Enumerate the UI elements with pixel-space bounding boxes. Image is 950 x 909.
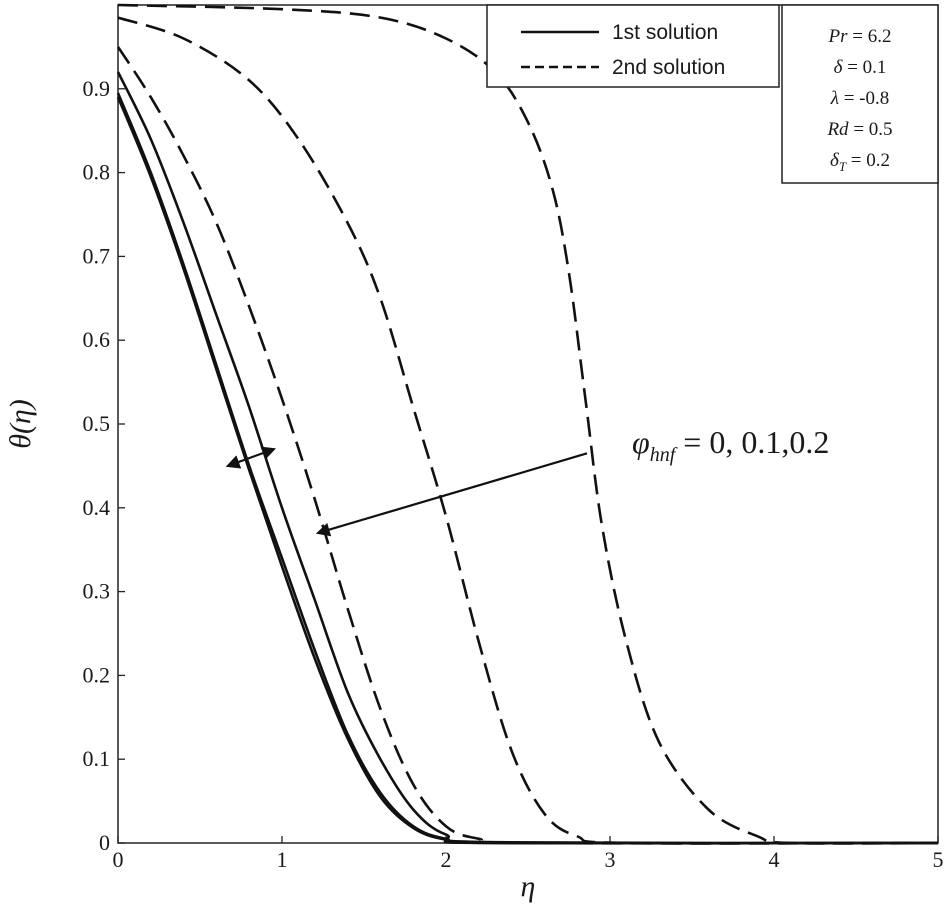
parameter-line: λ = -0.8 (830, 88, 890, 109)
parameter-box: Pr = 6.2δ = 0.1λ = -0.8Rd = 0.5δT = 0.2 (781, 4, 939, 184)
y-tick-label: 0.5 (83, 411, 111, 436)
parameter-line: δT = 0.2 (830, 150, 890, 174)
x-tick-label: 5 (933, 847, 944, 872)
phi-hnf-annotation: φhnf = 0, 0.1,0.2 (632, 424, 829, 466)
y-axis-ticks: 0 0.1 0.2 0.3 0.4 0.5 0.6 0.7 0.8 0.9 (83, 76, 125, 855)
y-tick-label: 0.7 (83, 243, 111, 268)
second-solution-curve-5 (117, 16, 939, 845)
x-tick-label: 0 (113, 847, 124, 872)
parameter-symbol: δ (834, 57, 844, 78)
legend-entry-1st-solution: 1st solution (612, 21, 718, 44)
parameter-symbol: Rd (826, 119, 849, 140)
y-tick-label: 0.1 (83, 746, 111, 771)
x-axis-title: η (521, 870, 536, 903)
parameter-value: = 0.5 (849, 119, 893, 140)
legend-box (486, 4, 780, 88)
x-tick-label: 3 (605, 847, 616, 872)
legend: 1st solution 2nd solution (486, 4, 780, 88)
parameter-line: δ = 0.1 (834, 57, 887, 78)
annotation-values: = 0, 0.1,0.2 (675, 424, 829, 460)
annotation-arrow-1 (225, 446, 276, 469)
series-layer (116, 3, 939, 845)
parameter-symbol: λ (830, 88, 839, 109)
x-tick-label: 2 (441, 847, 452, 872)
annotation-arrow-2 (315, 452, 588, 537)
parameter-symbol: Pr (828, 26, 849, 47)
y-tick-label: 0.3 (83, 579, 111, 604)
x-tick-label: 4 (769, 847, 780, 872)
parameter-box-frame (781, 4, 939, 184)
y-tick-label: 0.4 (83, 495, 111, 520)
x-tick-label: 1 (277, 847, 288, 872)
parameter-line: Rd = 0.5 (826, 119, 892, 140)
annotation-symbol: φ (632, 424, 650, 460)
parameter-value: = 0.1 (842, 57, 886, 78)
second-solution-curve-4 (116, 46, 939, 845)
y-tick-label: 0.2 (83, 662, 111, 687)
y-axis-title: θ(η) (4, 399, 37, 449)
second-solution-curve-6 (117, 3, 939, 845)
parameter-value: = -0.8 (839, 88, 889, 109)
parameter-line: Pr = 6.2 (828, 26, 892, 47)
annotation-subscript: hnf (650, 444, 678, 466)
parameter-value: = 6.2 (848, 26, 892, 47)
y-tick-label: 0.8 (83, 160, 111, 185)
parameter-symbol: δ (830, 150, 840, 171)
parameter-value: = 0.2 (846, 150, 890, 171)
arrows-layer (225, 446, 588, 537)
first-solution-curve-3 (116, 96, 939, 845)
y-tick-label: 0.6 (83, 327, 111, 352)
parameter-subscript: T (839, 159, 847, 174)
legend-entry-2nd-solution: 2nd solution (612, 56, 725, 79)
first-solution-curve-2 (116, 92, 939, 845)
y-tick-label: 0 (99, 830, 110, 855)
y-tick-label: 0.9 (83, 76, 111, 101)
